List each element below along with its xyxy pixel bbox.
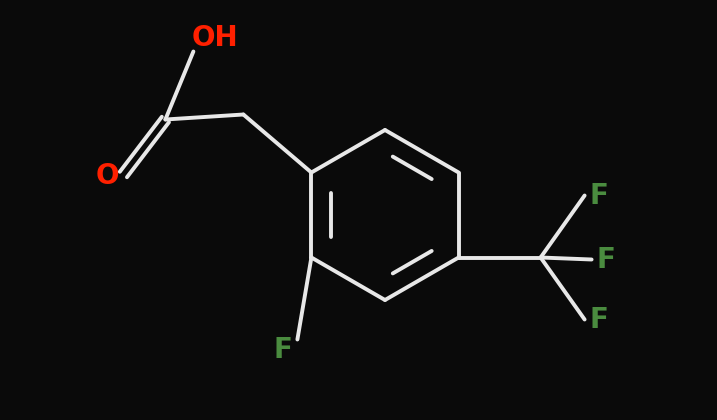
Text: F: F xyxy=(274,336,293,363)
Text: F: F xyxy=(589,305,608,333)
Text: OH: OH xyxy=(192,24,239,52)
Text: O: O xyxy=(95,163,119,191)
Text: F: F xyxy=(589,181,608,210)
Text: F: F xyxy=(596,246,615,273)
